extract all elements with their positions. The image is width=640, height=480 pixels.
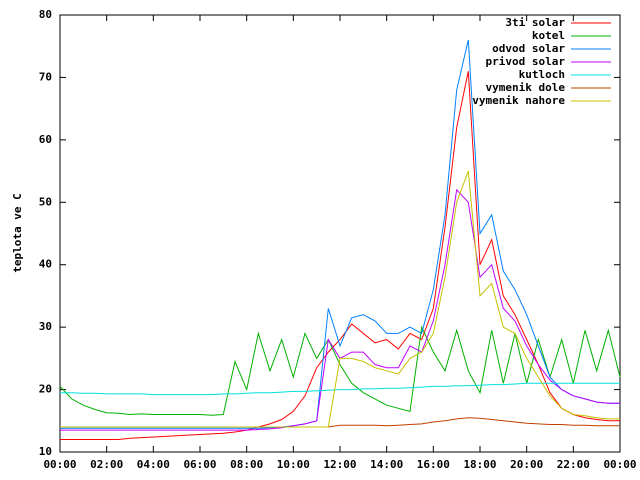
series-line: [60, 71, 620, 440]
x-tick-label: 04:00: [137, 458, 170, 471]
series-line: [60, 170, 620, 428]
legend-label: odvod solar: [492, 42, 565, 55]
y-tick-label: 10: [39, 445, 52, 458]
x-tick-label: 12:00: [323, 458, 356, 471]
y-tick-label: 30: [39, 320, 52, 333]
y-tick-label: 50: [39, 195, 52, 208]
legend-label: 3ti solar: [505, 16, 565, 29]
x-tick-label: 20:00: [510, 458, 543, 471]
y-tick-label: 80: [39, 8, 52, 21]
legend-label: vymenik nahore: [472, 94, 565, 107]
legend-label: privod solar: [486, 55, 566, 68]
x-tick-label: 10:00: [277, 458, 310, 471]
x-tick-label: 02:00: [90, 458, 123, 471]
x-tick-label: 00:00: [603, 458, 636, 471]
x-tick-label: 08:00: [230, 458, 263, 471]
y-tick-label: 20: [39, 383, 52, 396]
y-axis-label: teplota ve C: [11, 193, 24, 272]
x-tick-label: 16:00: [417, 458, 450, 471]
legend-label: kutloch: [519, 68, 565, 81]
y-tick-label: 40: [39, 258, 52, 271]
y-tick-label: 60: [39, 133, 52, 146]
x-tick-label: 22:00: [557, 458, 590, 471]
y-tick-label: 70: [39, 70, 52, 83]
x-tick-label: 06:00: [183, 458, 216, 471]
series-line: [60, 39, 620, 429]
x-tick-label: 00:00: [43, 458, 76, 471]
series-line: [60, 382, 620, 396]
legend-label: vymenik dole: [486, 81, 566, 94]
x-tick-label: 14:00: [370, 458, 403, 471]
x-tick-label: 18:00: [463, 458, 496, 471]
legend-label: kotel: [532, 29, 565, 42]
series-line: [60, 417, 620, 428]
